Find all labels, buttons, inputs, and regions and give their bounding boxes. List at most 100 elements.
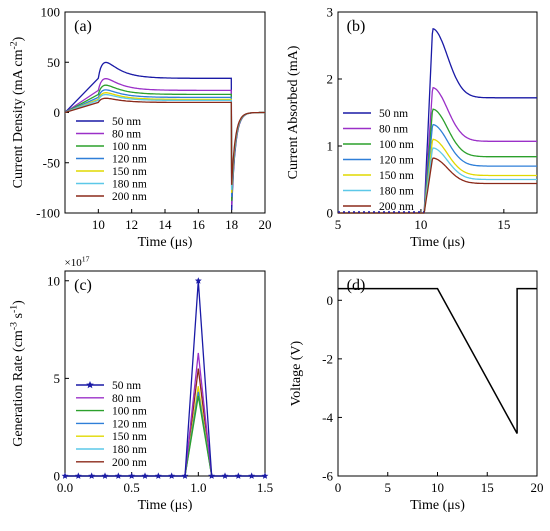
panel-2: 5 10 15 0 1 2 3 (b) Time (μs) Current Absorbed (m… bbox=[286, 5, 538, 250]
y-tick-label: 5 bbox=[54, 371, 61, 386]
series-line bbox=[65, 352, 265, 477]
legend-label: 50 nm bbox=[112, 116, 141, 128]
y-tick-label: -2 bbox=[322, 351, 333, 366]
series-line bbox=[338, 287, 537, 434]
data-marker bbox=[74, 472, 82, 479]
x-tick-label: 18 bbox=[225, 217, 238, 232]
series-line bbox=[65, 391, 265, 477]
y-axis-label: Current Density (mA cm-2) bbox=[8, 36, 26, 188]
data-marker bbox=[181, 472, 189, 479]
y-tick-label: -50 bbox=[43, 155, 60, 170]
data-marker bbox=[234, 472, 242, 479]
legend-label: 200 nm bbox=[112, 457, 147, 469]
panel-4: 0 5 10 15 20 -6 -4 -2 0 (d) Time (μs) Voltage (V) bbox=[289, 270, 544, 513]
plot-frame bbox=[337, 11, 538, 214]
plot-frame bbox=[337, 270, 538, 477]
series-line bbox=[338, 86, 537, 214]
series-line bbox=[338, 157, 537, 214]
data-marker bbox=[114, 472, 122, 479]
series-line bbox=[65, 97, 265, 185]
legend-label: 120 nm bbox=[112, 418, 147, 430]
plot-frame bbox=[64, 270, 266, 477]
y-tick-label: 0 bbox=[54, 469, 61, 484]
y-tick-label: -100 bbox=[36, 206, 60, 221]
legend-label: 80 nm bbox=[112, 129, 141, 141]
series-line bbox=[65, 61, 265, 211]
x-tick-label: 10 bbox=[414, 217, 427, 232]
panel-1: 10 12 14 16 18 20 -100 -50 0 50 100 (a) Time (μs) Cur… bbox=[8, 5, 271, 251]
x-tick-label: 14 bbox=[159, 217, 173, 232]
x-tick-label: 0.5 bbox=[124, 480, 140, 495]
legend-label: 180 nm bbox=[112, 444, 147, 456]
x-tick-label: 12 bbox=[125, 217, 138, 232]
y-axis-label: Generation Rate (cm-3 s-1) bbox=[8, 300, 26, 447]
y-tick-label: 0 bbox=[327, 206, 334, 221]
legend-label: 80 nm bbox=[112, 393, 141, 405]
y-tick-label: 3 bbox=[327, 5, 334, 20]
x-tick-label: 5 bbox=[335, 217, 342, 232]
x-tick-label: 10 bbox=[92, 217, 105, 232]
legend-label: 100 nm bbox=[379, 139, 414, 151]
y-tick-label: 0 bbox=[54, 105, 61, 120]
legend-label: 180 nm bbox=[379, 186, 414, 198]
legend-label: 180 nm bbox=[112, 179, 147, 191]
panel-label: (a) bbox=[74, 18, 92, 35]
x-tick-label: 1.5 bbox=[257, 480, 273, 495]
legend-label: 100 nm bbox=[112, 406, 147, 418]
legend-label: 50 nm bbox=[112, 380, 141, 392]
y-tick-label: 2 bbox=[327, 72, 334, 87]
series-line bbox=[338, 123, 537, 214]
legend-label: 120 nm bbox=[112, 154, 147, 166]
series-line bbox=[65, 386, 265, 477]
y-multiplier: ×1017 bbox=[65, 255, 90, 269]
panel-label: (b) bbox=[347, 18, 366, 35]
x-tick-label: 10 bbox=[431, 480, 444, 495]
data-marker bbox=[208, 472, 216, 479]
panel-label: (c) bbox=[74, 277, 92, 294]
panel-3: 0.0 0.5 1.0 1.5 0 5 10 (c) Time (μs) Generation R… bbox=[8, 255, 273, 513]
x-axis-label: Time (μs) bbox=[138, 235, 193, 250]
x-axis-label: Time (μs) bbox=[410, 498, 465, 513]
y-tick-label: 0 bbox=[327, 293, 334, 308]
legend-label: 120 nm bbox=[379, 155, 414, 167]
y-tick-label: 50 bbox=[47, 55, 60, 70]
legend-label: 200 nm bbox=[112, 191, 147, 203]
data-marker bbox=[101, 472, 109, 479]
legend-label: 150 nm bbox=[112, 166, 147, 178]
legend-label: 150 nm bbox=[379, 170, 414, 182]
data-marker bbox=[154, 472, 162, 479]
legend-label: 200 nm bbox=[379, 201, 414, 213]
data-marker bbox=[128, 472, 136, 479]
x-tick-label: 16 bbox=[192, 217, 206, 232]
x-tick-label: 20 bbox=[259, 217, 272, 232]
data-marker bbox=[61, 472, 69, 479]
x-axis-label: Time (μs) bbox=[138, 498, 193, 513]
data-marker bbox=[168, 472, 176, 479]
data-marker bbox=[86, 381, 94, 389]
x-axis-label: Time (μs) bbox=[410, 235, 465, 250]
y-axis-label: Voltage (V) bbox=[289, 340, 304, 406]
x-tick-label: 1.0 bbox=[190, 480, 206, 495]
x-tick-label: 15 bbox=[481, 480, 494, 495]
data-marker bbox=[194, 277, 202, 284]
x-tick-label: 5 bbox=[385, 480, 392, 495]
series-line bbox=[338, 147, 537, 214]
data-marker bbox=[221, 472, 229, 479]
legend-label: 80 nm bbox=[379, 124, 408, 136]
legend-label: 100 nm bbox=[112, 141, 147, 153]
y-tick-label: 100 bbox=[41, 5, 61, 20]
y-tick-label: 1 bbox=[327, 139, 334, 154]
y-tick-label: 10 bbox=[47, 273, 60, 288]
series-line bbox=[65, 280, 265, 477]
x-tick-label: 20 bbox=[531, 480, 544, 495]
data-marker bbox=[141, 472, 149, 479]
legend-label: 150 nm bbox=[112, 431, 147, 443]
x-tick-label: 0.0 bbox=[57, 480, 73, 495]
data-marker bbox=[261, 472, 269, 479]
series-line bbox=[338, 27, 537, 214]
series-line bbox=[338, 138, 537, 214]
